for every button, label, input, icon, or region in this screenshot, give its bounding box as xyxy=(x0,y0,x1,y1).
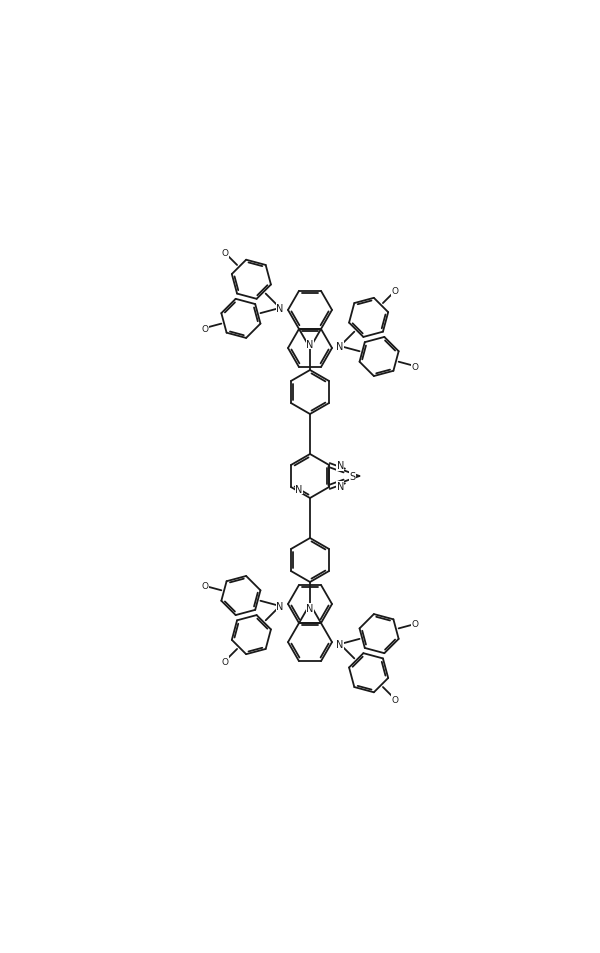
Text: O: O xyxy=(201,581,208,591)
Text: N: N xyxy=(337,341,344,352)
Text: N: N xyxy=(307,603,314,614)
Text: O: O xyxy=(201,324,208,334)
Text: N: N xyxy=(337,482,344,492)
Text: N: N xyxy=(295,484,302,495)
Text: N: N xyxy=(337,639,344,649)
Text: O: O xyxy=(221,657,229,666)
Text: O: O xyxy=(392,287,398,296)
Text: O: O xyxy=(412,362,419,372)
Text: S: S xyxy=(349,472,355,481)
Text: O: O xyxy=(412,619,419,629)
Text: N: N xyxy=(277,304,284,314)
Text: O: O xyxy=(392,695,398,704)
Text: N: N xyxy=(277,601,284,612)
Text: N: N xyxy=(307,339,314,350)
Text: N: N xyxy=(337,461,344,471)
Text: O: O xyxy=(221,249,229,258)
